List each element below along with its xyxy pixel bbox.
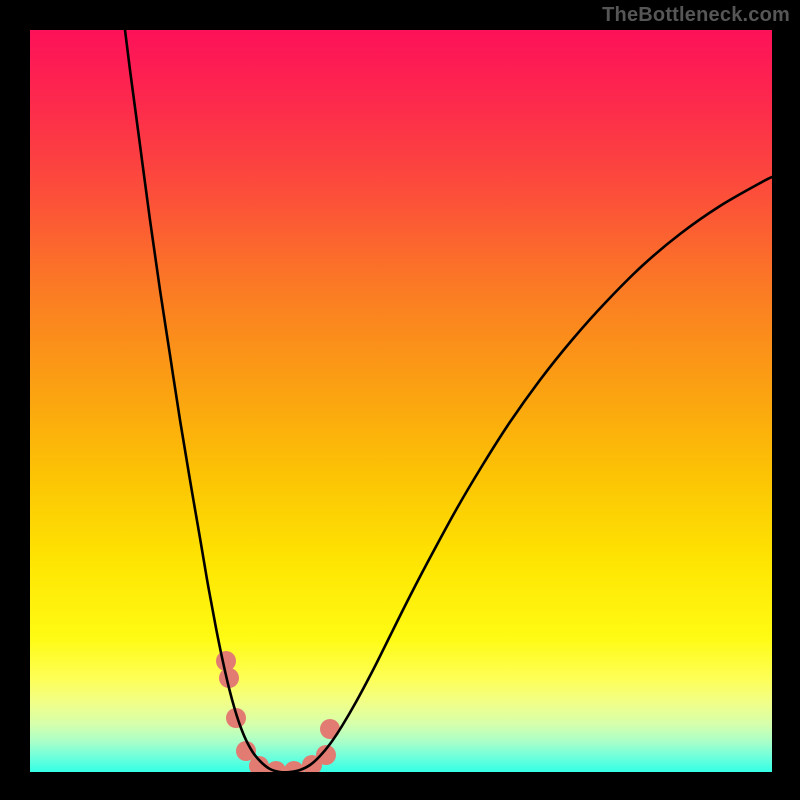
curve-marker <box>216 651 236 671</box>
gradient-background <box>30 30 772 772</box>
chart-container: TheBottleneck.com <box>0 0 800 800</box>
watermark-text: TheBottleneck.com <box>602 4 790 27</box>
plot-area <box>30 30 772 772</box>
chart-svg <box>30 30 772 772</box>
